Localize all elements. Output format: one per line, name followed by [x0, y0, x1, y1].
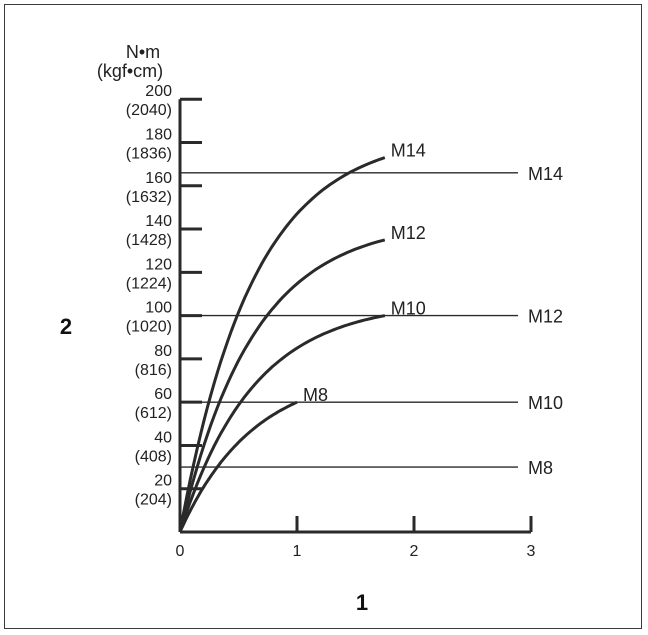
curve-label-m14: M14	[391, 141, 426, 161]
y-tick-label-100: 100	[145, 300, 172, 317]
curve-label-m8: M8	[303, 385, 328, 405]
y-tick-alt-label-200: (2040)	[126, 102, 172, 119]
x-tick-label-1: 1	[293, 543, 302, 560]
reference-label-m14: M14	[528, 164, 563, 184]
curve-m12	[178, 238, 386, 533]
y-tick-alt-label-160: (1632)	[126, 189, 172, 206]
curves: M14 M12 M10 M8	[178, 141, 426, 533]
curve-m14	[178, 156, 386, 533]
y-tick-label-20: 20	[154, 473, 172, 490]
y-tick-label-40: 40	[154, 429, 172, 446]
y-tick-label-140: 140	[145, 213, 172, 230]
y-tick-alt-label-20: (204)	[135, 492, 172, 509]
y-tick-label-180: 180	[145, 126, 172, 143]
y-tick-label-120: 120	[145, 256, 172, 273]
curve-label-m12: M12	[391, 223, 426, 243]
y-tick-alt-label-80: (816)	[135, 362, 172, 379]
x-tick-label-2: 2	[410, 543, 419, 560]
reference-label-m8: M8	[528, 458, 553, 478]
curve-m10	[178, 314, 386, 533]
curve-m8	[178, 400, 298, 533]
y-tick-alt-label-40: (408)	[135, 448, 172, 465]
y-tick-alt-label-120: (1224)	[126, 275, 172, 292]
reference-label-m10: M10	[528, 393, 563, 413]
reference-lines: M14 M12 M10 M8	[180, 164, 563, 478]
y-tick-label-160: 160	[145, 170, 172, 187]
labels: N•m (kgf•cm) 2 1	[60, 42, 368, 615]
y-tick-label-200: 200	[145, 83, 172, 100]
y-unit-line2: (kgf•cm)	[97, 61, 163, 81]
y-tick-alt-label-140: (1428)	[126, 232, 172, 249]
y-tick-alt-label-180: (1836)	[126, 145, 172, 162]
y-unit-line1: N•m	[126, 42, 160, 62]
reference-label-m12: M12	[528, 307, 563, 327]
curve-label-m10: M10	[391, 299, 426, 319]
axes: 20(204)40(408)60(612)80(816)100(1020)120…	[126, 83, 536, 560]
y-tick-alt-label-60: (612)	[135, 405, 172, 422]
x-tick-label-0: 0	[176, 543, 185, 560]
x-tick-label-3: 3	[527, 543, 536, 560]
y-tick-alt-label-100: (1020)	[126, 319, 172, 336]
chart-frame	[4, 4, 642, 629]
x-axis-label: 1	[356, 590, 368, 615]
y-axis-label: 2	[60, 314, 72, 339]
y-tick-label-80: 80	[154, 343, 172, 360]
y-tick-label-60: 60	[154, 386, 172, 403]
